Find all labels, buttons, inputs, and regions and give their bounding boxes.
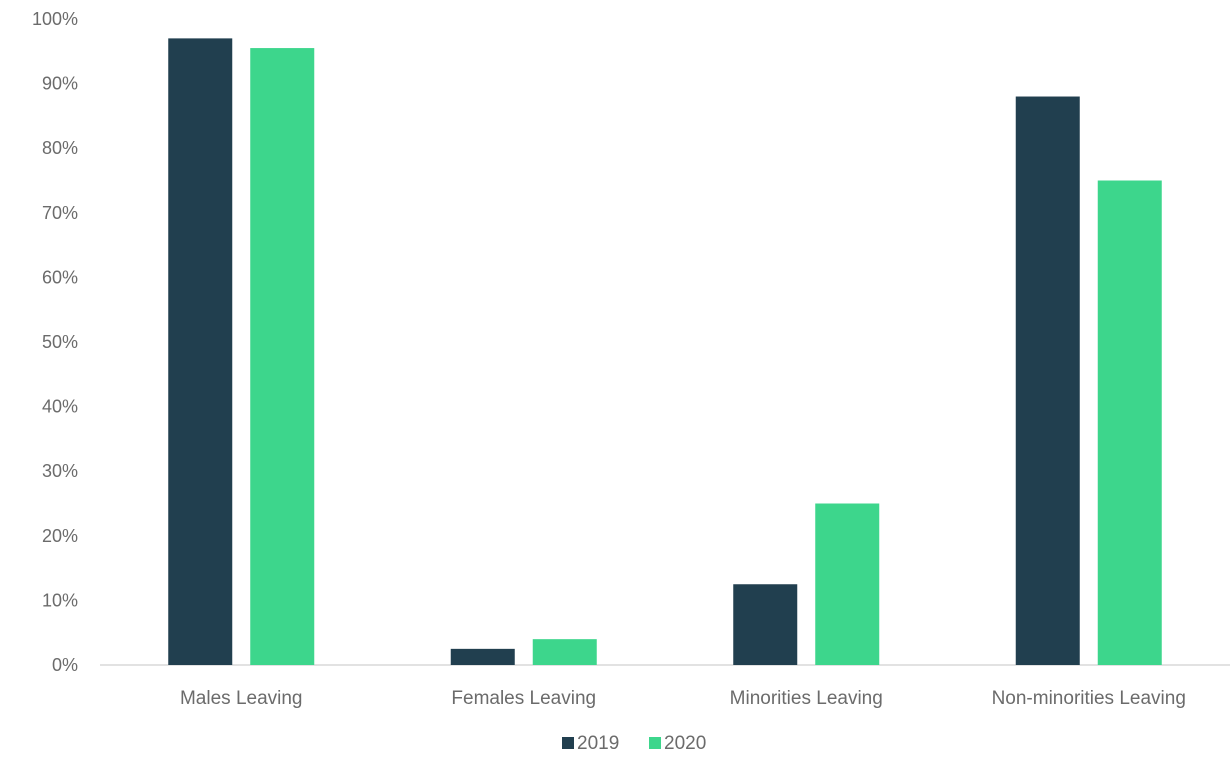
x-category-label: Females Leaving: [451, 688, 596, 709]
bars: [168, 38, 1162, 665]
y-tick-label: 60%: [42, 267, 78, 287]
y-tick-label: 0%: [52, 655, 78, 675]
y-tick-label: 20%: [42, 526, 78, 546]
bar-2020-minorities-leaving: [815, 503, 880, 665]
y-tick-label: 100%: [32, 9, 78, 29]
legend-swatch-2020: [649, 737, 661, 749]
y-tick-label: 90%: [42, 74, 78, 94]
x-category-label: Males Leaving: [180, 688, 303, 709]
legend: 2019 2020: [562, 733, 706, 754]
y-tick-label: 30%: [42, 461, 78, 481]
bar-2019-minorities-leaving: [733, 584, 798, 665]
x-axis-category-labels: Males Leaving Females Leaving Minorities L…: [180, 688, 1186, 709]
bar-2019-non-minorities-leaving: [1015, 96, 1080, 665]
bar-2019-females-leaving: [450, 648, 515, 665]
y-axis-tick-labels: 0% 10% 20% 30% 40% 50% 60% 70% 80% 90% 100%: [32, 9, 78, 675]
legend-label-2019: 2019: [577, 733, 619, 754]
bar-2019-males-leaving: [168, 38, 233, 665]
y-tick-label: 10%: [42, 590, 78, 610]
y-tick-label: 40%: [42, 397, 78, 417]
y-tick-label: 50%: [42, 332, 78, 352]
legend-label-2020: 2020: [664, 733, 706, 754]
x-category-label: Minorities Leaving: [730, 688, 883, 709]
bar-2020-females-leaving: [532, 639, 597, 665]
bar-2020-males-leaving: [250, 48, 315, 665]
y-tick-label: 80%: [42, 138, 78, 158]
x-category-label: Non-minorities Leaving: [992, 688, 1186, 709]
y-tick-label: 70%: [42, 203, 78, 223]
bar-2020-non-minorities-leaving: [1097, 180, 1162, 665]
legend-swatch-2019: [562, 737, 574, 749]
